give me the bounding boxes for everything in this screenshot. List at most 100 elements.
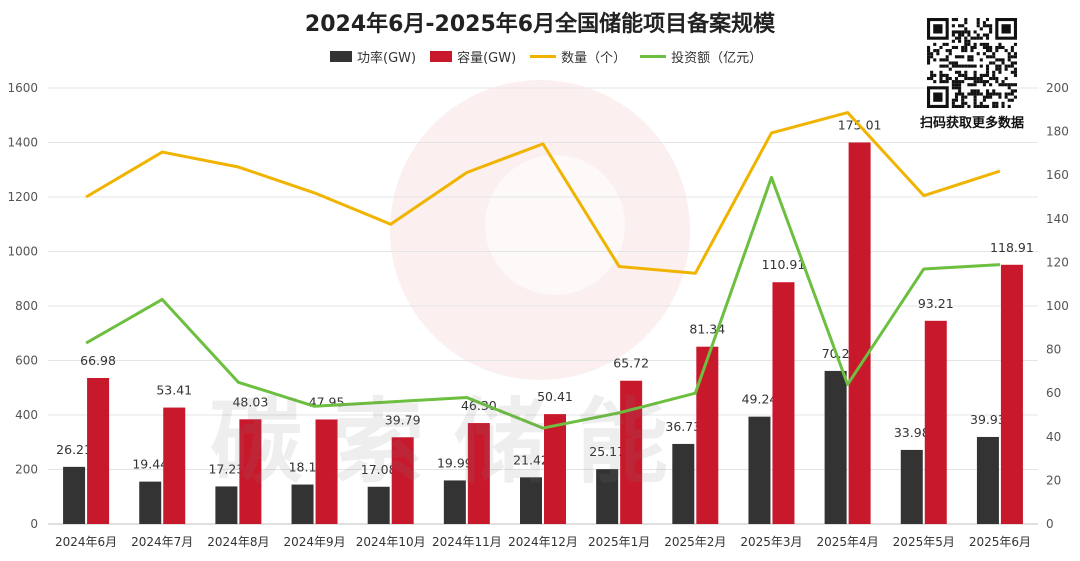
- bar-power: [672, 443, 695, 524]
- series-line-count: [85, 111, 1001, 275]
- bar-capacity: [544, 414, 566, 524]
- bar-capacity: [391, 437, 414, 524]
- data-label-power: 19.44: [132, 457, 168, 472]
- data-label-power: 18.1: [289, 460, 317, 475]
- data-label-capacity: 48.03: [232, 394, 268, 409]
- legend-label-investment: 投资额（亿元）: [671, 51, 763, 66]
- bar-power: [520, 477, 542, 524]
- data-label-capacity: 118.91: [990, 240, 1034, 255]
- watermark-text: 碳索储能: [210, 389, 699, 496]
- y-right-tick-label: 0: [1046, 517, 1054, 531]
- legend-swatch-count: [530, 55, 557, 58]
- bar-capacity: [315, 419, 338, 524]
- y-right-tick-label: 20: [1046, 473, 1061, 487]
- legend-label-power: 功率(GW): [357, 51, 417, 66]
- x-tick-label: 2024年7月: [131, 535, 193, 549]
- legend-swatch-power: [330, 51, 352, 62]
- x-tick-label: 2024年12月: [508, 535, 578, 549]
- bar-capacity: [87, 377, 110, 524]
- y-left-tick-label: 800: [15, 299, 38, 313]
- y-left-tick-label: 1600: [7, 81, 38, 95]
- bar-capacity: [848, 142, 871, 524]
- data-label-capacity: 46.30: [461, 398, 497, 413]
- legend-item-count: 数量（个）: [530, 47, 626, 66]
- data-label-power: 49.24: [742, 392, 778, 407]
- y-right-tick-label: 160: [1046, 168, 1069, 182]
- data-label-capacity: 39.79: [385, 412, 421, 427]
- data-label-power: 39.93: [970, 412, 1006, 427]
- bar-power: [596, 469, 619, 524]
- data-label-capacity: 110.91: [762, 257, 806, 272]
- bar-power: [976, 436, 999, 524]
- y-right-tick-label: 140: [1046, 212, 1069, 226]
- legend-label-count: 数量（个）: [561, 51, 627, 66]
- bar-power: [215, 486, 238, 524]
- y-right-tick-label: 100: [1046, 299, 1069, 313]
- data-label-power: 26.21: [56, 442, 92, 457]
- x-tick-label: 2024年9月: [283, 535, 345, 549]
- bar-capacity: [1000, 264, 1023, 524]
- x-tick-label: 2025年4月: [817, 535, 879, 549]
- x-tick-label: 2025年1月: [588, 535, 650, 549]
- bar-capacity: [163, 407, 186, 524]
- y-right-tick-label: 180: [1046, 125, 1069, 139]
- bar-capacity: [620, 380, 643, 524]
- qr-code-icon[interactable]: [927, 18, 1017, 108]
- legend-item-capacity: 容量(GW): [430, 47, 516, 66]
- series-line-investment: [85, 175, 1001, 430]
- legend-item-power: 功率(GW): [330, 47, 416, 66]
- y-right-tick-label: 40: [1046, 430, 1061, 444]
- bar-capacity: [467, 423, 490, 524]
- x-tick-label: 2025年2月: [664, 535, 726, 549]
- legend-item-investment: 投资额（亿元）: [640, 47, 762, 66]
- legend-swatch-capacity: [430, 51, 453, 62]
- bar-power: [63, 466, 86, 524]
- bar-power: [291, 484, 314, 524]
- qr-caption: 扫码获取更多数据: [919, 116, 1024, 131]
- data-label-power: 21.42: [513, 452, 549, 467]
- y-left-tick-label: 200: [15, 463, 38, 477]
- y-left-tick-label: 1400: [7, 136, 38, 150]
- data-label-power: 33.98: [894, 425, 930, 440]
- data-label-capacity: 66.98: [80, 353, 116, 368]
- data-label-capacity: 53.41: [156, 383, 192, 398]
- y-right-tick-label: 80: [1046, 343, 1061, 357]
- data-label-capacity: 50.41: [537, 389, 573, 404]
- data-label-power: 36.73: [665, 419, 701, 434]
- legend: 功率(GW) 容量(GW) 数量（个） 投资额（亿元）: [330, 47, 762, 66]
- bar-power: [367, 486, 390, 524]
- y-left-tick-label: 1000: [7, 245, 38, 259]
- x-tick-label: 2024年11月: [432, 535, 502, 549]
- x-tick-label: 2024年8月: [207, 535, 269, 549]
- y-right-tick-label: 60: [1046, 386, 1061, 400]
- y-right-tick-label: 200: [1046, 81, 1069, 95]
- bar-capacity: [924, 320, 947, 524]
- y-right-tick-label: 120: [1046, 255, 1069, 269]
- y-left-tick-label: 1200: [7, 190, 38, 204]
- watermark-logo-hole: [485, 155, 625, 295]
- bar-capacity: [696, 346, 719, 524]
- bar-capacity: [239, 419, 262, 524]
- x-tick-label: 2025年5月: [893, 535, 955, 549]
- data-label-power: 25.17: [589, 444, 625, 459]
- bar-capacity: [772, 282, 795, 524]
- bar-power: [748, 416, 771, 524]
- bar-power: [900, 449, 923, 524]
- bar-power: [443, 480, 466, 524]
- legend-swatch-investment: [640, 55, 667, 58]
- y-left-tick-label: 0: [30, 517, 38, 531]
- data-label-capacity: 65.72: [613, 356, 649, 371]
- x-tick-label: 2025年3月: [740, 535, 802, 549]
- x-tick-label: 2024年10月: [356, 535, 426, 549]
- y-left-tick-label: 400: [15, 408, 38, 422]
- legend-label-capacity: 容量(GW): [457, 51, 517, 66]
- bar-power: [139, 481, 162, 524]
- data-label-power: 17.08: [361, 462, 397, 477]
- data-label-power: 19.99: [437, 455, 473, 470]
- bar-power: [824, 370, 847, 524]
- y-left-tick-label: 600: [15, 354, 38, 368]
- x-tick-label: 2025年6月: [969, 535, 1031, 549]
- data-label-capacity: 93.21: [918, 296, 954, 311]
- chart-title: 2024年6月-2025年6月全国储能项目备案规模: [304, 12, 776, 37]
